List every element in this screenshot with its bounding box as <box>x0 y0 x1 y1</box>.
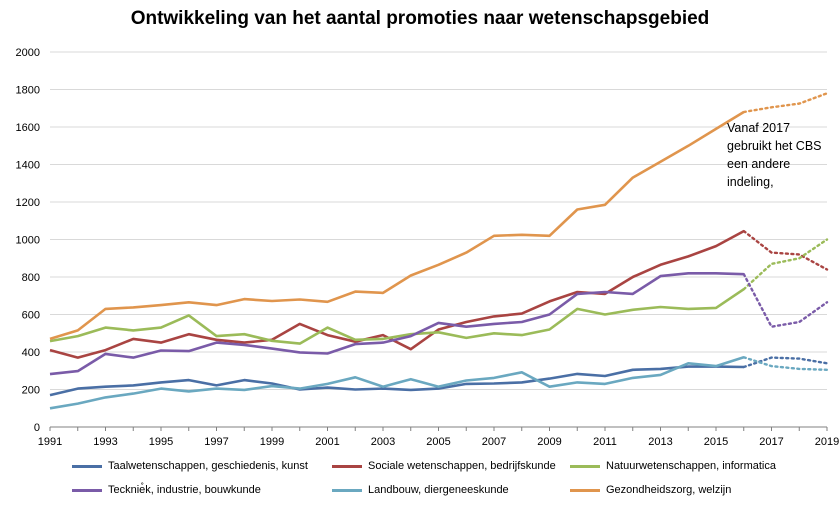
x-tick-label: 2015 <box>704 436 728 448</box>
legend-label: Landbouw, diergeneeskunde <box>368 484 509 496</box>
series-3-dotted-line <box>742 273 829 329</box>
x-tick-label: 2001 <box>315 436 339 448</box>
series-0-dotted-line <box>742 356 829 369</box>
legend-swatch <box>72 464 102 468</box>
series-5-line <box>49 110 745 341</box>
series-3-line <box>49 271 744 376</box>
y-tick-label: 1800 <box>16 85 40 97</box>
legend-item: Landbouw, diergeneeskunde <box>332 484 509 496</box>
x-tick-label: 2009 <box>537 436 561 448</box>
legend-item: Taalwetenschappen, geschiedenis, kunst <box>72 460 308 472</box>
series-4-line <box>49 356 745 410</box>
series-2-line <box>49 288 745 345</box>
legend-item: Natuurwetenschappen, informatica <box>570 460 776 472</box>
legend-swatch <box>72 488 102 492</box>
y-tick-label: 2000 <box>16 47 40 59</box>
gridlines <box>50 51 827 428</box>
y-tick-label: 400 <box>22 347 40 359</box>
x-tick-label: 2003 <box>371 436 395 448</box>
legend-swatch <box>332 464 362 468</box>
x-tick-label: 2011 <box>593 436 617 448</box>
x-tick-label: 2017 <box>759 436 783 448</box>
x-tick-label: 1995 <box>149 436 173 448</box>
legend-item: Sociale wetenschappen, bedrijfskunde <box>332 460 556 472</box>
y-tick-label: 800 <box>22 272 40 284</box>
legend-label: Tecknie̊k, industrie, bouwkunde <box>108 484 261 496</box>
x-tick-label: 1993 <box>93 436 117 448</box>
series-0-line <box>49 365 744 397</box>
x-tick-label: 2019 <box>815 436 839 448</box>
x-tick-label: 2005 <box>426 436 450 448</box>
legend-item: Gezondheidszorg, welzijn <box>570 484 731 496</box>
x-tick-label: 1997 <box>204 436 228 448</box>
y-tick-label: 1600 <box>16 122 40 134</box>
y-tick-label: 600 <box>22 310 40 322</box>
x-tick-label: 2007 <box>482 436 506 448</box>
y-tick-label: 1000 <box>16 235 40 247</box>
x-tick-label: 2013 <box>648 436 672 448</box>
legend-swatch <box>332 488 362 492</box>
x-tick-label: 1999 <box>260 436 284 448</box>
x-tick-label: 1991 <box>38 436 62 448</box>
legend-label: Sociale wetenschappen, bedrijfskunde <box>368 460 556 472</box>
y-tick-label: 1200 <box>16 197 40 209</box>
legend-swatch <box>570 488 600 492</box>
legend-label: Natuurwetenschappen, informatica <box>606 460 776 472</box>
legend-item: Tecknie̊k, industrie, bouwkunde <box>72 484 261 496</box>
chart-title: Ontwikkeling van het aantal promoties na… <box>130 8 710 29</box>
series-1-line <box>49 229 745 359</box>
legend-label: Gezondheidszorg, welzijn <box>606 484 732 496</box>
y-tick-label: 1400 <box>16 160 40 172</box>
legend-label: Taalwetenschappen, geschiedenis, kunst <box>108 460 308 472</box>
legend-swatch <box>570 464 600 468</box>
series-lines <box>49 92 829 410</box>
axes: 0 200 400 600 800 1000 1200 1400 1600 1800 2000 199… <box>16 47 840 448</box>
series-1-dotted-line <box>742 229 829 271</box>
series-5-dotted-line <box>742 92 829 114</box>
y-tick-label: 200 <box>22 385 40 397</box>
y-tick-label: 0 <box>34 422 40 434</box>
series-4-dotted-line <box>742 356 829 371</box>
chart-annotation: Vanaf 2017 gebruikt het CBS een andere i… <box>727 121 822 189</box>
series-2-dotted-line <box>742 238 829 291</box>
